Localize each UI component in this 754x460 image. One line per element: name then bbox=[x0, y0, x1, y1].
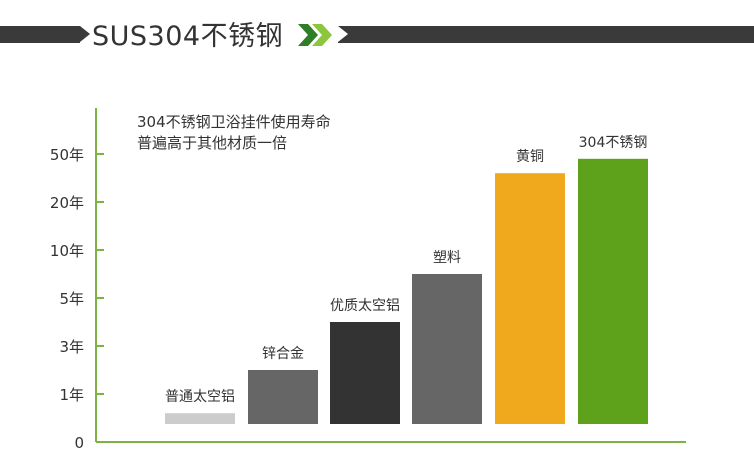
y-tick-label: 5年 bbox=[59, 290, 84, 308]
banner-header: SUS304不锈钢 bbox=[0, 0, 754, 64]
bar bbox=[412, 274, 482, 424]
bar-label: 锌合金 bbox=[262, 346, 304, 362]
chart-note: 304不锈钢卫浴挂件使用寿命 普遍高于其他材质一倍 bbox=[137, 112, 331, 154]
y-tick-label: 10年 bbox=[50, 242, 84, 260]
bar-label: 塑料 bbox=[433, 250, 461, 266]
bar bbox=[495, 173, 565, 424]
y-tick-label: 50年 bbox=[50, 146, 84, 164]
y-tick-label: 0 bbox=[74, 434, 84, 452]
bar-label: 优质太空铝 bbox=[330, 298, 400, 314]
bar-label: 普通太空铝 bbox=[165, 389, 235, 405]
y-tick-label: 3年 bbox=[59, 338, 84, 356]
bar bbox=[578, 158, 648, 425]
bar bbox=[248, 370, 318, 424]
bar-label: 304不锈钢 bbox=[579, 135, 648, 151]
y-tick-label: 20年 bbox=[50, 194, 84, 212]
banner-left-bar bbox=[0, 26, 90, 43]
bar-label: 黄铜 bbox=[516, 148, 544, 165]
double-chevron-icon bbox=[298, 24, 332, 46]
chart-note-line-2: 普遍高于其他材质一倍 bbox=[137, 134, 288, 152]
y-tick-label: 1年 bbox=[59, 386, 84, 404]
banner-right-bar bbox=[338, 26, 754, 43]
chart-note-line-1: 304不锈钢卫浴挂件使用寿命 bbox=[137, 113, 331, 131]
bar bbox=[165, 413, 235, 424]
banner-title: SUS304不锈钢 bbox=[92, 21, 284, 52]
bar bbox=[330, 322, 400, 424]
